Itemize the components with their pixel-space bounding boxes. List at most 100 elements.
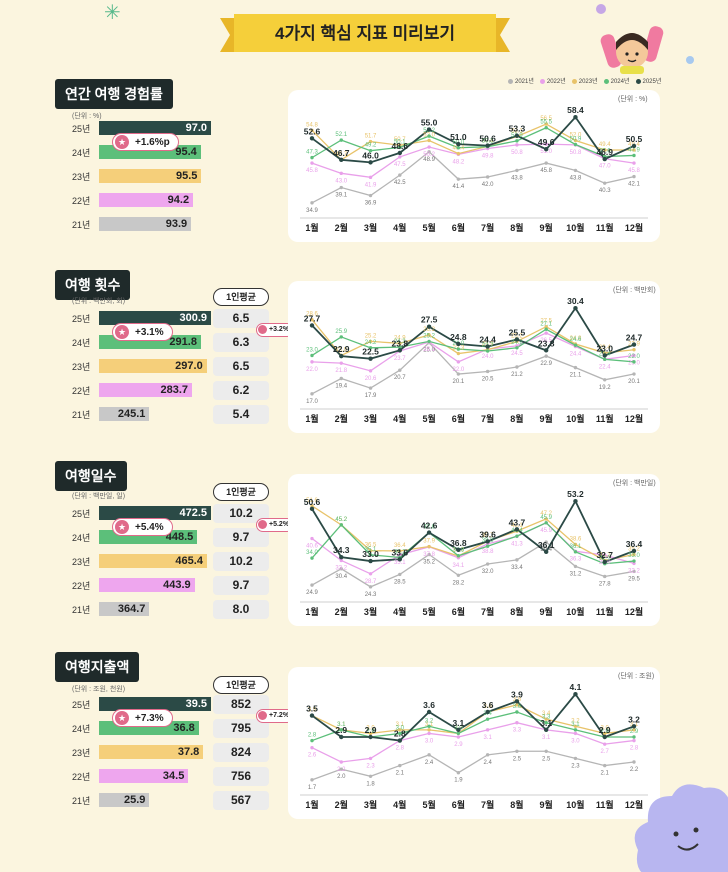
data-point bbox=[339, 767, 343, 771]
legend-item: 2021년 bbox=[508, 76, 534, 85]
data-label: 42.0 bbox=[482, 182, 494, 188]
data-point bbox=[368, 558, 373, 564]
data-label: 2.8 bbox=[630, 746, 639, 752]
data-point bbox=[543, 549, 549, 555]
data-label: 26.2 bbox=[423, 327, 435, 333]
data-point bbox=[426, 709, 432, 715]
bar-category-label: 21년 bbox=[72, 220, 91, 230]
data-label: 24.2 bbox=[365, 340, 377, 346]
data-label: 4.1 bbox=[570, 682, 582, 692]
avg-header: 1인평균 bbox=[213, 288, 269, 306]
data-label: 47.9 bbox=[628, 147, 640, 153]
data-label: 2.0 bbox=[337, 774, 346, 780]
data-label: 36.1 bbox=[570, 544, 582, 550]
x-tick-label: 1월 bbox=[305, 799, 318, 810]
data-label: 45.8 bbox=[306, 168, 318, 174]
data-point bbox=[339, 376, 343, 381]
data-label: 35.1 bbox=[365, 547, 377, 553]
data-label: 3.5 bbox=[306, 704, 318, 714]
data-label: 51.0 bbox=[540, 149, 552, 155]
data-point bbox=[602, 734, 607, 740]
cloud-character bbox=[634, 784, 728, 872]
data-label: 52.0 bbox=[570, 132, 582, 138]
data-label: 45.2 bbox=[335, 517, 347, 523]
data-label: 28.2 bbox=[453, 580, 465, 586]
series-line bbox=[311, 541, 635, 588]
avg-header: 1인평균 bbox=[213, 483, 269, 501]
data-label: 24.0 bbox=[482, 354, 494, 360]
data-point bbox=[515, 721, 519, 725]
data-point bbox=[544, 122, 548, 126]
data-label: 25.2 bbox=[365, 333, 377, 339]
decor-dot bbox=[596, 4, 606, 14]
data-label: 33.4 bbox=[511, 565, 523, 571]
legend-label: 2025년 bbox=[642, 79, 662, 85]
bar-category-label: 24년 bbox=[72, 533, 91, 543]
data-label: 2.9 bbox=[599, 725, 611, 735]
data-label: 24.6 bbox=[570, 337, 582, 343]
data-label: 38.8 bbox=[482, 549, 494, 555]
data-label: 42.5 bbox=[394, 180, 406, 186]
data-point bbox=[543, 727, 549, 733]
data-label: 38.6 bbox=[570, 536, 582, 542]
x-tick-label: 4월 bbox=[393, 222, 406, 233]
data-label: 47.5 bbox=[394, 162, 406, 168]
data-label: 24.8 bbox=[450, 332, 467, 342]
data-point bbox=[573, 142, 578, 147]
data-label: 50.7 bbox=[394, 137, 406, 143]
data-label: 2.9 bbox=[454, 742, 463, 748]
data-label: 36.1 bbox=[538, 540, 555, 550]
bar-category-label: 25년 bbox=[72, 314, 91, 324]
bar-value-label: 472.5 bbox=[179, 507, 207, 519]
bar-value-label: 297.0 bbox=[175, 360, 203, 372]
avg-header: 1인평균 bbox=[213, 676, 269, 694]
data-point bbox=[456, 341, 461, 347]
decor-dot bbox=[686, 56, 694, 64]
data-label: 36.3 bbox=[570, 556, 582, 562]
data-point bbox=[485, 562, 490, 566]
x-tick-label: 8월 bbox=[510, 606, 523, 617]
data-point bbox=[573, 365, 578, 370]
data-point bbox=[427, 150, 431, 154]
bar-category-label: 23년 bbox=[72, 362, 91, 372]
data-point bbox=[456, 547, 461, 552]
data-label: 34.1 bbox=[453, 563, 465, 569]
bar-value-label: 364.7 bbox=[117, 603, 146, 615]
data-point bbox=[573, 114, 578, 120]
avg-change-badge: +3.2% bbox=[256, 323, 295, 337]
data-point bbox=[485, 709, 490, 715]
bar bbox=[99, 359, 207, 373]
series-line bbox=[311, 522, 635, 565]
data-point bbox=[368, 756, 373, 761]
x-tick-label: 7월 bbox=[481, 606, 494, 617]
x-tick-label: 4월 bbox=[393, 413, 406, 424]
data-label: 24.3 bbox=[394, 339, 406, 345]
data-label: 20.1 bbox=[453, 379, 465, 385]
data-point bbox=[339, 157, 344, 163]
bar bbox=[99, 554, 207, 568]
data-label: 20.5 bbox=[482, 376, 494, 382]
bar bbox=[99, 602, 150, 616]
data-label: 1.9 bbox=[454, 778, 463, 784]
data-point bbox=[515, 703, 519, 707]
data-point bbox=[426, 530, 432, 535]
bar-value-label: 94.2 bbox=[167, 194, 190, 206]
x-tick-label: 12월 bbox=[625, 606, 643, 617]
bar-unit-label: (단위 : 조원, 천원) bbox=[72, 686, 126, 693]
data-point bbox=[427, 138, 431, 143]
x-tick-label: 9월 bbox=[540, 799, 553, 810]
data-label: 50.6 bbox=[304, 497, 321, 507]
data-label: 41.4 bbox=[453, 184, 465, 190]
x-tick-label: 3월 bbox=[364, 606, 377, 617]
data-label: 17.9 bbox=[365, 393, 377, 399]
star-icon: ★ bbox=[115, 520, 129, 534]
data-label: 25.5 bbox=[509, 327, 526, 337]
avg-value-cell: 6.5 bbox=[213, 357, 269, 376]
data-point bbox=[339, 760, 343, 764]
data-point bbox=[485, 349, 490, 353]
data-label: 25.9 bbox=[335, 329, 347, 335]
line-chart-spending: 1월 2월 3월 4월 5월 6월 7월 8월 9월 10월 11월 12월 1.7 2.0 1.8 2.1 2… bbox=[300, 682, 648, 810]
bar-value-label: 39.5 bbox=[185, 698, 207, 710]
data-label: 3.0 bbox=[571, 738, 580, 744]
data-point bbox=[632, 760, 636, 764]
